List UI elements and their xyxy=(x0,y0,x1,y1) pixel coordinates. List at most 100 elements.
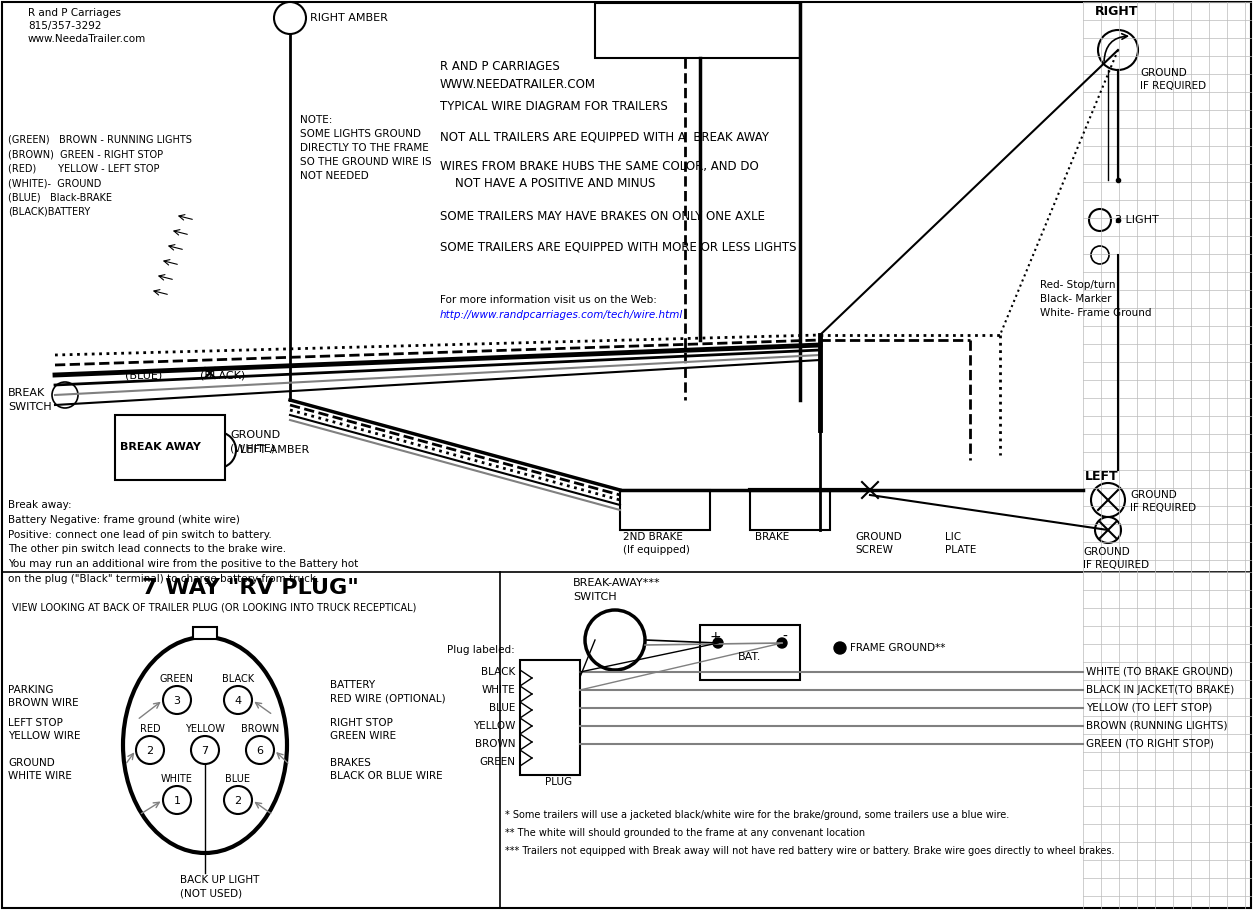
Text: Red- Stop/turn
Black- Marker
White- Frame Ground: Red- Stop/turn Black- Marker White- Fram… xyxy=(1040,280,1152,318)
Text: YELLOW: YELLOW xyxy=(472,721,515,731)
Circle shape xyxy=(200,432,236,468)
Text: http://www.randpcarriages.com/tech/wire.html: http://www.randpcarriages.com/tech/wire.… xyxy=(440,310,683,320)
Text: GROUND
IF REQUIRED: GROUND IF REQUIRED xyxy=(1140,68,1207,91)
Text: BREAK
SWITCH: BREAK SWITCH xyxy=(8,389,51,411)
Text: (BLUE): (BLUE) xyxy=(125,370,162,380)
Text: SWITCH: SWITCH xyxy=(573,592,616,602)
Text: GROUND
SCREW: GROUND SCREW xyxy=(855,532,902,555)
Circle shape xyxy=(834,642,846,654)
Circle shape xyxy=(1098,30,1138,70)
Text: WHITE: WHITE xyxy=(481,685,515,695)
Text: R AND P CARRIAGES
WWW.NEEDATRAILER.COM: R AND P CARRIAGES WWW.NEEDATRAILER.COM xyxy=(440,60,596,91)
Text: 2: 2 xyxy=(234,796,242,806)
Text: RIGHT AMBER: RIGHT AMBER xyxy=(309,13,388,23)
Circle shape xyxy=(137,736,164,764)
Text: WHITE: WHITE xyxy=(162,774,193,784)
Text: NOT ALL TRAILERS ARE EQUIPPED WITH A  BREAK AWAY: NOT ALL TRAILERS ARE EQUIPPED WITH A BRE… xyxy=(440,130,769,143)
Bar xyxy=(700,625,799,680)
Text: *** Trailers not equipped with Break away will not have red battery wire or batt: *** Trailers not equipped with Break awa… xyxy=(505,846,1114,856)
Text: BREAK AWAY: BREAK AWAY xyxy=(120,442,200,452)
Text: (GREEN)   BROWN - RUNNING LIGHTS
(BROWN)  GREEN - RIGHT STOP
(RED)       YELLOW : (GREEN) BROWN - RUNNING LIGHTS (BROWN) G… xyxy=(8,135,192,217)
Text: -: - xyxy=(783,630,787,644)
Bar xyxy=(751,490,829,530)
Circle shape xyxy=(53,382,78,408)
Text: LIC
PLATE: LIC PLATE xyxy=(945,532,976,555)
Bar xyxy=(115,415,226,480)
Bar xyxy=(620,490,710,530)
Text: For more information visit us on the Web:: For more information visit us on the Web… xyxy=(440,295,657,305)
Text: BRAKES
BLACK OR BLUE WIRE: BRAKES BLACK OR BLUE WIRE xyxy=(330,758,442,781)
Text: 7 WAY "RV PLUG": 7 WAY "RV PLUG" xyxy=(142,578,358,598)
Circle shape xyxy=(713,638,723,648)
Text: GROUND
IF REQUIRED: GROUND IF REQUIRED xyxy=(1083,547,1149,571)
Text: BLUE: BLUE xyxy=(226,774,251,784)
Circle shape xyxy=(224,786,252,814)
Text: BACK UP LIGHT
(NOT USED): BACK UP LIGHT (NOT USED) xyxy=(180,875,259,898)
Text: NOTE:
SOME LIGHTS GROUND
DIRECTLY TO THE FRAME
SO THE GROUND WIRE IS
NOT NEEDED: NOTE: SOME LIGHTS GROUND DIRECTLY TO THE… xyxy=(299,115,431,181)
Text: 6: 6 xyxy=(257,746,263,756)
Circle shape xyxy=(585,610,645,670)
Text: WHITE (TO BRAKE GROUND): WHITE (TO BRAKE GROUND) xyxy=(1086,667,1233,677)
Text: BREAK-AWAY***: BREAK-AWAY*** xyxy=(573,578,660,588)
Text: YELLOW (TO LEFT STOP): YELLOW (TO LEFT STOP) xyxy=(1086,703,1212,713)
Text: GREEN: GREEN xyxy=(160,674,194,684)
Bar xyxy=(193,627,217,639)
Text: RIGHT STOP
GREEN WIRE: RIGHT STOP GREEN WIRE xyxy=(330,718,396,742)
Text: BLUE: BLUE xyxy=(489,703,515,713)
Text: R and P Carriages
815/357-3292
www.NeedaTrailer.com: R and P Carriages 815/357-3292 www.Needa… xyxy=(28,8,147,45)
Text: BAT.: BAT. xyxy=(738,652,762,662)
Text: BLACK: BLACK xyxy=(481,667,515,677)
Text: LEFT AMBER: LEFT AMBER xyxy=(241,445,309,455)
Text: GREEN: GREEN xyxy=(479,757,515,767)
Text: 3 LIGHT: 3 LIGHT xyxy=(1115,215,1159,225)
Circle shape xyxy=(224,686,252,714)
Text: 1: 1 xyxy=(173,796,180,806)
Text: BROWN: BROWN xyxy=(475,739,515,749)
Text: BROWN: BROWN xyxy=(241,724,279,734)
Bar xyxy=(595,3,799,58)
Text: 7: 7 xyxy=(202,746,208,756)
Text: SOME TRAILERS ARE EQUIPPED WITH MORE OR LESS LIGHTS: SOME TRAILERS ARE EQUIPPED WITH MORE OR … xyxy=(440,240,797,253)
Text: GREEN (TO RIGHT STOP): GREEN (TO RIGHT STOP) xyxy=(1086,739,1214,749)
Text: GROUND
(WHITE): GROUND (WHITE) xyxy=(231,430,281,453)
Text: WIRES FROM BRAKE HUBS THE SAME COLOR, AND DO
    NOT HAVE A POSITIVE AND MINUS: WIRES FROM BRAKE HUBS THE SAME COLOR, AN… xyxy=(440,160,759,190)
Text: Break away:
Battery Negative: frame ground (white wire)
Positive: connect one le: Break away: Battery Negative: frame grou… xyxy=(8,500,358,584)
Text: PLUG: PLUG xyxy=(545,777,573,787)
Text: BROWN (RUNNING LIGHTS): BROWN (RUNNING LIGHTS) xyxy=(1086,721,1228,731)
Text: LEFT STOP
YELLOW WIRE: LEFT STOP YELLOW WIRE xyxy=(8,718,80,742)
Text: 4: 4 xyxy=(234,696,242,706)
Text: SOME TRAILERS MAY HAVE BRAKES ON ONLY ONE AXLE: SOME TRAILERS MAY HAVE BRAKES ON ONLY ON… xyxy=(440,210,766,223)
Text: BLACK: BLACK xyxy=(222,674,254,684)
Text: LEFT: LEFT xyxy=(1085,470,1119,483)
Text: YELLOW: YELLOW xyxy=(185,724,226,734)
Bar xyxy=(520,660,580,775)
Text: Plug labeled:: Plug labeled: xyxy=(447,645,515,655)
Text: (BLACK): (BLACK) xyxy=(200,370,246,380)
Text: BLACK IN JACKET(TO BRAKE): BLACK IN JACKET(TO BRAKE) xyxy=(1086,685,1234,695)
Text: FRAME GROUND**: FRAME GROUND** xyxy=(850,643,945,653)
Text: 2ND BRAKE
(If equipped): 2ND BRAKE (If equipped) xyxy=(623,532,690,555)
Circle shape xyxy=(1095,517,1121,543)
Circle shape xyxy=(190,736,219,764)
Text: TYPICAL WIRE DIAGRAM FOR TRAILERS: TYPICAL WIRE DIAGRAM FOR TRAILERS xyxy=(440,100,668,113)
Circle shape xyxy=(1091,246,1109,264)
Text: 2: 2 xyxy=(147,746,154,756)
Text: GROUND
IF REQUIRED: GROUND IF REQUIRED xyxy=(1130,490,1197,513)
Text: ** The white will should grounded to the frame at any convenant location: ** The white will should grounded to the… xyxy=(505,828,865,838)
Text: RIGHT: RIGHT xyxy=(1095,5,1139,18)
Circle shape xyxy=(1089,209,1111,231)
Text: * Some trailers will use a jacketed black/white wire for the brake/ground, some : * Some trailers will use a jacketed blac… xyxy=(505,810,1009,820)
Text: VIEW LOOKING AT BACK OF TRAILER PLUG (OR LOOKING INTO TRUCK RECEPTICAL): VIEW LOOKING AT BACK OF TRAILER PLUG (OR… xyxy=(13,602,416,612)
Circle shape xyxy=(777,638,787,648)
Circle shape xyxy=(246,736,274,764)
Circle shape xyxy=(163,786,190,814)
Ellipse shape xyxy=(123,637,287,853)
Text: PARKING
BROWN WIRE: PARKING BROWN WIRE xyxy=(8,685,79,708)
Text: BATTERY
RED WIRE (OPTIONAL): BATTERY RED WIRE (OPTIONAL) xyxy=(330,680,446,703)
Circle shape xyxy=(1091,483,1125,517)
Text: +: + xyxy=(709,630,720,644)
Text: BRAKE: BRAKE xyxy=(756,532,789,542)
Text: RED: RED xyxy=(139,724,160,734)
Text: GROUND
WHITE WIRE: GROUND WHITE WIRE xyxy=(8,758,71,781)
Circle shape xyxy=(163,686,190,714)
